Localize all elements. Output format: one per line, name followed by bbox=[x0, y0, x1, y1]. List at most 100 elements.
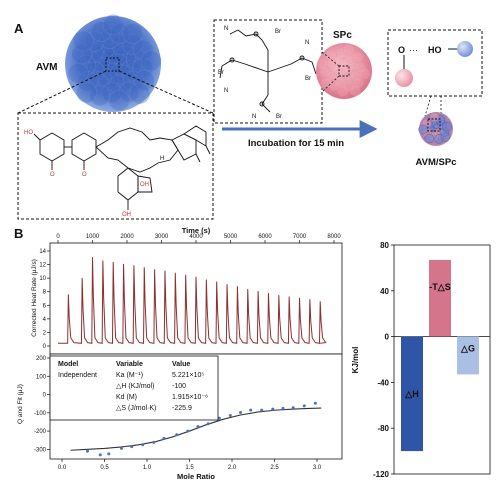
complex-bubble bbox=[424, 133, 435, 144]
isotherm-y-tick-label: 100 bbox=[36, 374, 47, 380]
avm-atom-oh2: OH bbox=[122, 212, 131, 218]
spc-atom-n3: N bbox=[224, 88, 228, 94]
isotherm-x-tick-label: 2.5 bbox=[270, 465, 279, 471]
incubation-label: Incubation for 15 min bbox=[248, 138, 344, 149]
table-row-dh-variable: △H (KJ/mol) bbox=[116, 383, 154, 390]
isotherm-point bbox=[107, 452, 111, 456]
avm-bubble bbox=[73, 30, 94, 52]
avm-structure-box bbox=[17, 112, 214, 220]
isotherm-point bbox=[249, 408, 253, 412]
bar-2 bbox=[457, 336, 479, 375]
zoom-line-right bbox=[118, 70, 214, 114]
thermogram-y-tick-label: 2 bbox=[43, 330, 47, 336]
hbond-ho: HO bbox=[428, 45, 442, 55]
isotherm-y-tick-label: -100 bbox=[34, 411, 47, 417]
thermogram-y-tick-label: 14 bbox=[39, 249, 46, 255]
isotherm-point bbox=[98, 453, 102, 457]
isotherm-point bbox=[206, 422, 210, 426]
isotherm-point bbox=[141, 443, 145, 447]
complex-bubble bbox=[429, 112, 440, 122]
isotherm-y-tick-label: 0 bbox=[43, 393, 47, 399]
thermogram-x-tick-label: 7000 bbox=[293, 234, 307, 240]
thermogram-y-label: Corrected Heat Rate (μJ/s) bbox=[31, 259, 38, 337]
isotherm-y-tick-label: -300 bbox=[34, 447, 47, 453]
spc-bubble bbox=[335, 76, 347, 88]
avm-bubble bbox=[96, 59, 118, 80]
isotherm-x-label: Mole Ratio bbox=[177, 472, 215, 481]
spc-zoom-box bbox=[338, 65, 350, 77]
spc-atom-n1: N bbox=[224, 26, 228, 32]
isotherm-point bbox=[313, 401, 317, 405]
avm-nanoparticle bbox=[65, 14, 162, 112]
isotherm-point bbox=[239, 410, 242, 414]
spc-atom-br4: Br bbox=[276, 114, 282, 120]
isotherm-x-tick-label: 0.0 bbox=[58, 465, 67, 471]
isotherm-point bbox=[175, 433, 179, 437]
isotherm-point bbox=[302, 404, 306, 408]
hbond-pink-sphere bbox=[395, 69, 413, 87]
thermogram-x-tick-label: 0 bbox=[56, 234, 60, 240]
table-frame bbox=[49, 355, 219, 421]
isotherm-point bbox=[152, 440, 156, 444]
bar-label-0: △H bbox=[404, 389, 418, 399]
bar-y-label: KJ/mol bbox=[351, 347, 360, 374]
panel-b-label: B bbox=[14, 226, 23, 241]
isotherm-y-tick-label: -200 bbox=[34, 429, 47, 435]
thermogram-x-label: Time (s) bbox=[182, 226, 211, 235]
isotherm-point bbox=[217, 416, 221, 420]
isotherm-x-tick-label: 2.0 bbox=[228, 465, 237, 471]
isotherm-x-tick-label: 3.0 bbox=[313, 465, 322, 471]
spc-bubble bbox=[354, 61, 366, 74]
spc-bubble bbox=[352, 51, 364, 64]
thermogram-y-tick-label: 12 bbox=[39, 263, 46, 269]
avm-bubble bbox=[111, 34, 133, 56]
table-row-dh-value: -100 bbox=[172, 383, 186, 390]
table-header-variable: Variable bbox=[116, 361, 143, 368]
spc-bubble bbox=[349, 84, 361, 97]
hbond-zoom-line-left bbox=[424, 95, 432, 117]
thermogram-y-tick-label: 8 bbox=[43, 290, 47, 296]
avm-atom-ho: HO bbox=[24, 130, 33, 136]
spc-bubble bbox=[325, 70, 337, 83]
isotherm-point bbox=[186, 429, 190, 433]
avm-bubble bbox=[109, 23, 131, 44]
thermogram-chart: 0 1000 2000 3000 4000 5000 6000 7000 8000 0 2 4 6 8 10… bbox=[31, 226, 343, 355]
isotherm-point bbox=[162, 436, 166, 440]
avm-atom-o1: O bbox=[50, 172, 55, 178]
avm-spc-complex bbox=[418, 112, 453, 146]
thermogram-x-tick-label: 8000 bbox=[327, 234, 341, 240]
thermogram-x-tick-label: 4000 bbox=[189, 234, 203, 240]
avm-zoom-box bbox=[105, 57, 120, 72]
thermogram-x-tick-label: 6000 bbox=[258, 234, 272, 240]
bar-y-tick-label: -40 bbox=[377, 378, 389, 387]
table-header-value: Value bbox=[172, 361, 190, 368]
avm-bubble bbox=[77, 71, 99, 92]
avm-atom-o2: O bbox=[82, 172, 87, 178]
thermogram-y-tick-label: 10 bbox=[39, 276, 46, 282]
table-row-kd-value: 1.915×10⁻⁶ bbox=[172, 394, 208, 401]
spc-atom-br2: Br bbox=[218, 70, 224, 76]
isotherm-y-tick-label: 200 bbox=[36, 356, 47, 362]
isotherm-point bbox=[291, 406, 295, 410]
isotherm-point bbox=[130, 445, 134, 449]
thermodynamic-bar-chart: -120 -80 -40 0 40 80 △H -T△S △G KJ/mol bbox=[351, 241, 491, 479]
fit-parameter-table: Model Variable Value Independent Ka (M⁻¹… bbox=[49, 355, 219, 421]
thermogram-series-line bbox=[58, 257, 327, 344]
avm-bubble bbox=[99, 28, 121, 49]
avm-molecule bbox=[33, 125, 211, 210]
spc-atom-n4: N bbox=[252, 114, 256, 120]
thermogram-y-tick-label: 0 bbox=[43, 344, 47, 350]
bar-y-tick-label: 80 bbox=[380, 241, 389, 250]
isotherm-point bbox=[228, 414, 232, 418]
spc-label: SPc bbox=[333, 30, 352, 41]
avm-bubble bbox=[76, 82, 98, 103]
zoom-line-left bbox=[17, 70, 107, 114]
avm-bubble bbox=[101, 82, 122, 103]
hbond-dots: ··· bbox=[409, 45, 418, 55]
isotherm-point bbox=[271, 407, 275, 411]
avm-bubble bbox=[89, 85, 111, 106]
thermogram-y-tick-label: 4 bbox=[43, 317, 47, 323]
spc-bubble bbox=[320, 77, 333, 89]
bar-label-1: -T△S bbox=[429, 282, 450, 292]
